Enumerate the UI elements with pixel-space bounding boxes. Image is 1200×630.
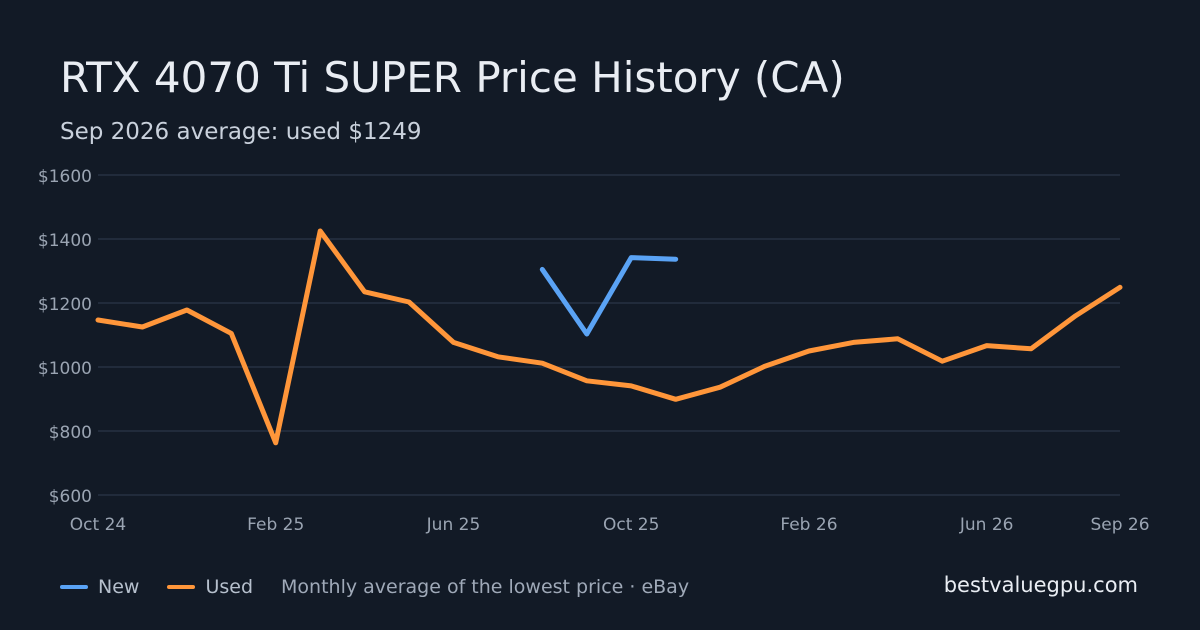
legend-swatch-used: [167, 585, 196, 589]
x-tick-label: Feb 25: [247, 515, 304, 535]
x-tick-label: Sep 26: [1090, 515, 1149, 535]
legend-label-new: New: [98, 576, 140, 598]
y-tick-label: $1600: [38, 167, 92, 187]
y-tick-label: $1000: [38, 359, 92, 379]
legend-swatch-new: [60, 585, 88, 589]
y-tick-label: $1400: [38, 231, 92, 251]
x-tick-label: Feb 26: [780, 515, 837, 535]
series-line-used: [95, 228, 1123, 446]
y-tick-label: $1200: [38, 295, 92, 315]
x-axis-labels: Oct 24 Feb 25 Jun 25 Oct 25 Feb 26 Jun 26 Sep …: [70, 515, 1150, 535]
y-axis-labels: $600 $800 $1000 $1200 $1400 $1600: [38, 167, 92, 507]
x-tick-label: Oct 25: [603, 515, 659, 535]
legend-note: Monthly average of the lowest price · eB…: [281, 576, 690, 598]
series-line-new: [539, 255, 679, 337]
brand-link[interactable]: bestvaluegpu.com: [943, 573, 1138, 597]
x-tick-label: Jun 25: [426, 515, 481, 535]
chart-subtitle: Sep 2026 average: used $1249: [60, 119, 422, 145]
y-tick-label: $600: [49, 487, 92, 507]
y-tick-label: $800: [49, 423, 92, 443]
legend-item-used: Used: [167, 576, 253, 598]
chart-title: RTX 4070 Ti SUPER Price History (CA): [60, 53, 845, 102]
legend: New Used Monthly average of the lowest p…: [60, 572, 689, 602]
series-lines: [95, 228, 1123, 446]
legend-item-new: New: [60, 576, 139, 598]
legend-label-used: Used: [205, 576, 254, 598]
x-tick-label: Jun 26: [959, 515, 1014, 535]
x-tick-label: Oct 24: [70, 515, 126, 535]
grid-lines: [98, 174, 1120, 496]
